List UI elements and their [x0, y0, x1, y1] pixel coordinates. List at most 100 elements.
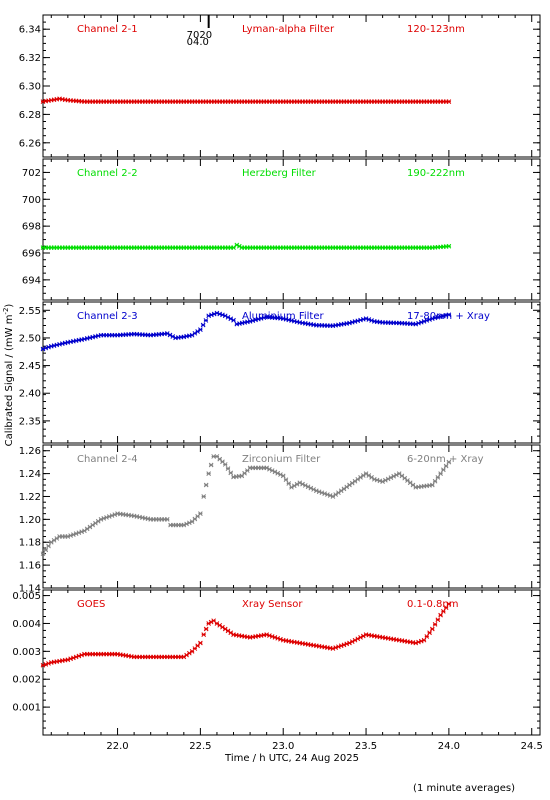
y-tick-label: 2.40: [19, 389, 41, 400]
y-axis-title: Calibrated Signal / (mW m-2): [2, 304, 15, 447]
x-tick-label: 24.0: [438, 741, 460, 752]
data-point: [198, 640, 203, 646]
data-point: [206, 471, 212, 476]
y-tick-label: 2.55: [19, 306, 41, 317]
data-point: [432, 622, 438, 627]
panel-band-label: 17-80nm + Xray: [407, 311, 490, 322]
data-point: [40, 551, 46, 557]
data-point: [283, 477, 289, 483]
data-point: [427, 630, 432, 636]
data-point: [421, 637, 427, 643]
x-tick-label: 22.0: [106, 741, 128, 752]
y-tick-label: 0.003: [12, 647, 41, 658]
y-tick-label: 1.22: [19, 492, 41, 503]
x-tick-label: 23.5: [355, 741, 377, 752]
time-marker-label-bottom: 04.0: [187, 37, 209, 48]
data-point: [231, 317, 236, 323]
panel-band-label: 6-20nm + Xray: [407, 454, 484, 465]
x-axis-title: Time / h UTC, 24 Aug 2025: [224, 753, 359, 764]
data-point: [424, 634, 430, 639]
panel-5: 0.001 0.002 0.003 0.004 0.005 GOES Xray Sensor…: [12, 589, 541, 736]
series-points: [40, 601, 452, 668]
data-point: [446, 459, 452, 465]
footer-note: (1 minute averages): [413, 783, 515, 794]
y-tick-label: 6.32: [19, 53, 41, 64]
data-point: [201, 632, 207, 637]
data-point: [446, 601, 452, 607]
panel-filter-label: Aluminium Filter: [242, 311, 325, 322]
data-point: [429, 626, 435, 632]
panel-band-label: 120-123nm: [407, 24, 465, 35]
panel-channel-label: Channel 2-2: [77, 168, 138, 179]
y-tick-label: 2.35: [19, 416, 41, 427]
series-points: [40, 96, 452, 104]
y-tick-label: 0.001: [12, 703, 41, 714]
y-tick-label: 696: [22, 249, 41, 260]
y-tick-label: 0.004: [12, 619, 41, 630]
y-tick-label: 694: [22, 275, 41, 286]
panel-filter-label: Lyman-alpha Filter: [242, 24, 335, 35]
panel-4: 1.14 1.16 1.18 1.20 1.22 1.24 1.26 Channel 2-4 Z…: [19, 444, 541, 595]
y-tick-label: 1.20: [19, 515, 41, 526]
data-point: [435, 617, 441, 623]
data-point: [286, 481, 292, 486]
y-tick-label: 1.14: [19, 584, 41, 595]
y-tick-label: 2.45: [19, 361, 41, 372]
panel-filter-label: Zirconium Filter: [242, 454, 321, 465]
series-points: [40, 242, 452, 250]
y-tick-label: 700: [22, 195, 41, 206]
y-tick-label: 6.26: [19, 138, 41, 149]
series-points: [40, 454, 452, 557]
panel-frame: [42, 444, 541, 589]
y-tick-label: 0.002: [12, 675, 41, 686]
data-point: [208, 462, 214, 468]
y-tick-label: 6.34: [19, 25, 41, 36]
data-point: [446, 99, 452, 104]
data-point: [203, 626, 209, 632]
x-tick-label: 24.5: [521, 741, 543, 752]
y-axis-title-sup: -2: [2, 308, 10, 315]
data-point: [201, 494, 207, 499]
panel-2: 694 696 698 700 702 Channel 2-2 Herzberg Filte…: [22, 158, 541, 301]
panel-channel-label: Channel 2-1: [77, 24, 138, 35]
y-tick-label: 0.005: [12, 591, 41, 602]
y-tick-label: 6.28: [19, 110, 41, 121]
data-point: [203, 482, 209, 488]
data-point: [438, 612, 443, 618]
y-tick-label: 6.30: [19, 82, 41, 93]
y-tick-label: 1.24: [19, 469, 41, 480]
y-tick-label: 1.26: [19, 446, 41, 457]
data-point: [441, 467, 446, 473]
data-point: [46, 543, 51, 549]
panel-1: 6.26 6.28 6.30 6.32 6.34 Channel 2-1 Lyman-alp…: [19, 14, 541, 158]
series-points: [40, 310, 452, 352]
panel-band-label: 0.1-0.8nm: [407, 599, 459, 610]
y-tick-label: 698: [22, 222, 41, 233]
time-marker-label-top: 7020: [187, 30, 212, 41]
data-point: [164, 517, 170, 522]
data-point: [438, 471, 443, 476]
panel-filter-label: Xray Sensor: [242, 599, 303, 610]
data-point: [198, 511, 203, 516]
data-point: [443, 605, 449, 611]
data-point: [228, 470, 234, 476]
panel-channel-label: GOES: [77, 599, 105, 610]
data-point: [198, 327, 203, 333]
data-point: [203, 318, 209, 323]
data-point: [441, 609, 446, 614]
x-tick-label: 23.0: [272, 741, 294, 752]
data-point: [429, 482, 435, 488]
panel-filter-label: Herzberg Filter: [242, 168, 317, 179]
x-tick-label: 22.5: [189, 741, 211, 752]
y-tick-label: 702: [22, 168, 41, 179]
data-point: [435, 475, 441, 480]
data-point: [432, 478, 438, 484]
data-point: [446, 312, 452, 318]
panel-band-label: 190-222nm: [407, 168, 465, 179]
panel-frame: [42, 589, 541, 736]
panel-channel-label: Channel 2-3: [77, 311, 138, 322]
y-axis-title-main: Calibrated Signal / (mW m: [4, 315, 15, 447]
y-tick-label: 1.18: [19, 538, 41, 549]
